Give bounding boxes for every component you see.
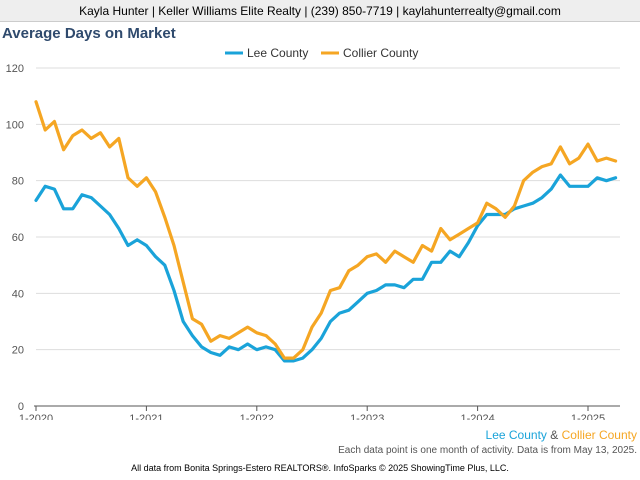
y-tick-label: 20	[12, 345, 24, 357]
contact-header: Kayla Hunter | Keller Williams Elite Rea…	[0, 0, 640, 22]
series-caption: Lee County & Collier County	[486, 428, 637, 442]
y-tick-label: 100	[6, 119, 24, 131]
legend: Lee County Collier County	[225, 46, 418, 60]
y-axis: 0 20 40 60 80 100 120	[6, 63, 24, 413]
x-tick-label: 1-2020	[19, 413, 53, 420]
x-tick-label: 1-2024	[460, 413, 494, 420]
x-tick-label: 1-2022	[240, 413, 274, 420]
source-footer: All data from Bonita Springs-Estero REAL…	[131, 463, 509, 473]
caption-collier: Collier County	[561, 428, 637, 442]
series-line-collier	[34, 100, 618, 360]
caption-connector: &	[550, 428, 559, 442]
x-tick-label: 1-2025	[571, 413, 605, 420]
y-tick-label: 0	[18, 401, 24, 413]
y-tick-label: 60	[12, 232, 24, 244]
legend-label-collier: Collier County	[343, 46, 418, 60]
gridlines	[36, 67, 620, 351]
series-line-lee	[34, 173, 618, 363]
x-tick-label: 1-2023	[350, 413, 384, 420]
y-tick-label: 120	[6, 63, 24, 75]
chart-title: Average Days on Market	[2, 25, 176, 42]
series-lines	[34, 100, 618, 363]
y-tick-label: 40	[12, 288, 24, 300]
data-note: Each data point is one month of activity…	[338, 445, 637, 456]
y-tick-label: 80	[12, 176, 24, 188]
days-on-market-chart: Lee County Collier County 0 20 40 60 80 100 12…	[6, 46, 620, 420]
contact-line: Kayla Hunter | Keller Williams Elite Rea…	[79, 4, 561, 18]
x-tick-label: 1-2021	[129, 413, 163, 420]
legend-label-lee: Lee County	[247, 46, 308, 60]
caption-lee: Lee County	[485, 428, 547, 442]
x-axis: 1-2020 1-2021 1-2022 1-2023 1-2024 1-2025	[19, 405, 620, 420]
